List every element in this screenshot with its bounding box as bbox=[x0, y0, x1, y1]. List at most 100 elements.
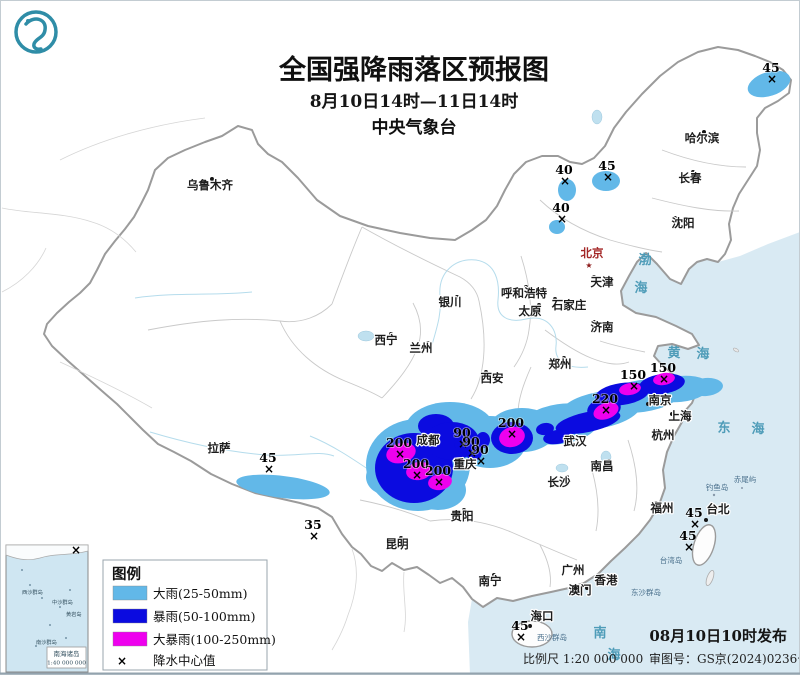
city-label: 兰州 bbox=[410, 341, 433, 355]
city-label: 天津 bbox=[591, 275, 614, 289]
legend: 图例 大雨(25-50mm) 暴雨(50-100mm) 大暴雨(100-250mm)… bbox=[102, 559, 276, 671]
legend-marker-symbol: × bbox=[117, 654, 127, 668]
city-dot bbox=[592, 320, 596, 324]
city-label: 杭州 bbox=[652, 428, 675, 442]
inset-scale-box bbox=[46, 646, 87, 669]
city-label: 广州 bbox=[562, 563, 585, 577]
precip-value: 45 bbox=[511, 618, 528, 633]
city-label: 武汉 bbox=[564, 434, 587, 448]
city-dot bbox=[654, 501, 658, 505]
issue-time: 08月10日10时发布 bbox=[649, 627, 787, 645]
city-label: 南宁 bbox=[479, 574, 502, 588]
precip-center-mark: × bbox=[395, 447, 405, 461]
city-label: 台北 bbox=[707, 502, 730, 516]
precip-center-mark: × bbox=[476, 454, 486, 468]
precip-value: 200 bbox=[425, 463, 451, 478]
precip-value: 45 bbox=[762, 60, 779, 75]
city-label: 昆明 bbox=[386, 537, 409, 551]
city-dot bbox=[537, 303, 541, 307]
precip-value: 40 bbox=[552, 200, 570, 215]
map-title: 全国强降雨落区预报图 bbox=[278, 54, 549, 86]
precip-value: 220 bbox=[592, 391, 618, 406]
city-label: 海口 bbox=[531, 609, 554, 623]
footer: 08月10日10时发布 比例尺 1:20 000 000 审图号：GS京(202… bbox=[523, 627, 800, 666]
precip-center-mark: × bbox=[264, 462, 274, 476]
inset-island-name: 中沙群岛 bbox=[52, 598, 73, 606]
precip-value: 200 bbox=[386, 435, 412, 450]
precip-center-mark: × bbox=[767, 72, 777, 86]
city-label: 哈尔滨 bbox=[685, 131, 720, 145]
precip-center-mark: × bbox=[434, 475, 444, 489]
city-dot bbox=[553, 297, 557, 301]
islands bbox=[511, 347, 743, 648]
precip-value: 35 bbox=[304, 517, 321, 532]
sea-name: 海 bbox=[607, 647, 620, 663]
precip-value: 45 bbox=[598, 158, 615, 173]
city-label: 成都 bbox=[417, 433, 440, 447]
city-label: 北京 bbox=[581, 246, 604, 260]
precip-center-mark: × bbox=[659, 372, 669, 386]
inset-precip-mark: × bbox=[71, 543, 81, 557]
sea-name: 东 bbox=[717, 420, 730, 436]
foreign-borders bbox=[1, 117, 406, 651]
city-dot bbox=[528, 624, 532, 628]
city-label: 拉萨 bbox=[208, 441, 231, 455]
city-dot bbox=[592, 275, 596, 279]
precip-value: 45 bbox=[259, 450, 276, 465]
inset-coast bbox=[5, 544, 89, 560]
sea-name: 黄 bbox=[667, 345, 680, 361]
precip-value: 200 bbox=[403, 456, 429, 471]
city-dot bbox=[691, 170, 695, 174]
legend-swatch-rainstorm bbox=[112, 608, 148, 624]
city-label: 香港 bbox=[594, 573, 618, 587]
agency-name: 中央气象台 bbox=[372, 117, 457, 138]
precip-center-mark: × bbox=[560, 174, 570, 188]
city-label: 重庆 bbox=[454, 457, 477, 471]
precip-center-mark: × bbox=[467, 446, 477, 460]
precip-center-mark: × bbox=[309, 529, 319, 543]
legend-label-rainstorm: 暴雨(50-100mm) bbox=[153, 609, 255, 624]
precip-center-mark: × bbox=[690, 517, 700, 531]
precip-center-mark: × bbox=[458, 437, 468, 451]
precip-value: 45 bbox=[679, 528, 696, 543]
sea-name: 海 bbox=[751, 421, 764, 437]
city-label: 郑州 bbox=[549, 357, 572, 371]
precip-value: 90 bbox=[453, 425, 471, 440]
precip-value: 150 bbox=[650, 360, 676, 375]
city-dot bbox=[565, 475, 569, 479]
review-number: 审图号：GS京(2024)0236号 bbox=[649, 651, 800, 666]
city-dot bbox=[524, 285, 528, 289]
city-label: 长春 bbox=[679, 171, 702, 185]
province-borders bbox=[147, 149, 747, 588]
city-label: 长沙 bbox=[548, 475, 571, 489]
city-dot bbox=[673, 216, 677, 220]
legend-swatch-heavy-rain bbox=[112, 585, 148, 601]
legend-label-severe-rainstorm: 大暴雨(100-250mm) bbox=[153, 632, 276, 647]
city-dot bbox=[565, 564, 569, 568]
city-label: 济南 bbox=[591, 320, 614, 334]
inset-scale: 1:40 000 000 bbox=[47, 661, 86, 667]
inset-island-name: 南沙群岛 bbox=[36, 638, 57, 646]
precip-value: 90 bbox=[471, 442, 489, 457]
city-dot bbox=[426, 341, 430, 345]
precipitation-centers: 45×40×45×40×45×35×200×200× 200×90×90×90×2… bbox=[258, 59, 780, 644]
sea-area bbox=[468, 232, 800, 675]
rain-zone-severe-rainstorm bbox=[386, 372, 675, 491]
precip-value: 90 bbox=[462, 434, 480, 449]
city-label: 上海 bbox=[669, 409, 692, 423]
city-label: 福州 bbox=[650, 501, 674, 515]
city-dot bbox=[670, 412, 674, 416]
city-dot bbox=[607, 459, 611, 463]
city-label: 西宁 bbox=[375, 333, 398, 347]
sea-name: 海 bbox=[634, 280, 647, 296]
city-dot bbox=[704, 518, 708, 522]
city-dot bbox=[399, 536, 403, 540]
cma-logo-icon bbox=[14, 10, 58, 54]
city-dot bbox=[226, 441, 230, 445]
legend-label-heavy-rain: 大雨(25-50mm) bbox=[153, 586, 248, 601]
city-dot bbox=[646, 402, 650, 406]
title-block: 全国强降雨落区预报图 8月10日14时—11日14时 中央气象台 bbox=[278, 54, 549, 138]
island-name: 赤尾屿 bbox=[734, 475, 757, 484]
